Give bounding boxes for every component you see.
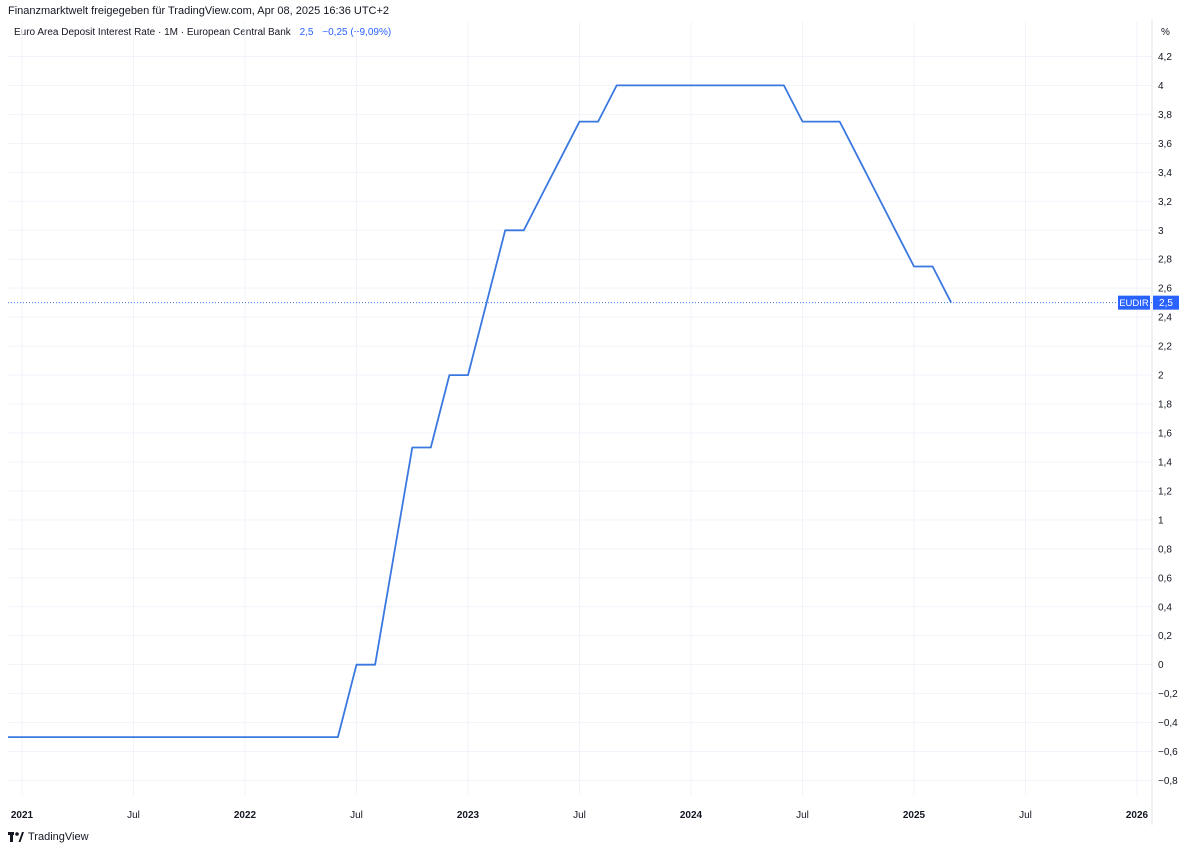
y-tick-label: 2,4 bbox=[1158, 313, 1172, 324]
x-tick-label: 2026 bbox=[1126, 810, 1149, 821]
badge-symbol: EUDIR bbox=[1119, 298, 1149, 309]
x-tick-label: 2025 bbox=[903, 810, 926, 821]
y-tick-label: 1 bbox=[1158, 515, 1164, 526]
x-tick-label: Jul bbox=[796, 810, 809, 821]
y-tick-label: 2,6 bbox=[1158, 284, 1172, 295]
x-tick-label: Jul bbox=[573, 810, 586, 821]
tradingview-logo-icon bbox=[8, 832, 24, 842]
y-tick-label: 1,6 bbox=[1158, 428, 1172, 439]
y-tick-label: 2,8 bbox=[1158, 255, 1172, 266]
y-tick-label: 0,8 bbox=[1158, 544, 1172, 555]
series-layer bbox=[8, 84, 1152, 738]
y-tick-label: 0 bbox=[1158, 660, 1164, 671]
y-tick-label: 3,2 bbox=[1158, 197, 1172, 208]
y-tick-label: 4,2 bbox=[1158, 52, 1172, 63]
y-tick-label: −0,6 bbox=[1158, 747, 1178, 758]
y-tick-label: 0,2 bbox=[1158, 631, 1172, 642]
y-tick-label: 3,4 bbox=[1158, 168, 1172, 179]
y-tick-label: 2 bbox=[1158, 371, 1164, 382]
badge-value: 2,5 bbox=[1159, 298, 1173, 309]
x-tick-label: Jul bbox=[1019, 810, 1032, 821]
last-value-badge-group: EUDIR 2,5 bbox=[1118, 295, 1179, 310]
y-tick-label: 0,4 bbox=[1158, 602, 1172, 613]
y-tick-label: 3,8 bbox=[1158, 110, 1172, 121]
y-tick-label: 3,6 bbox=[1158, 139, 1172, 150]
badge-value-bg bbox=[1153, 295, 1179, 310]
header-caption: Finanzmarktwelt freigegeben für TradingV… bbox=[8, 5, 390, 17]
footer-brand-label: TradingView bbox=[28, 831, 89, 843]
y-tick-label: 1,4 bbox=[1158, 457, 1172, 468]
grid-lines bbox=[8, 20, 1153, 825]
y-tick-label: −0,8 bbox=[1158, 776, 1178, 787]
y-tick-label: −0,4 bbox=[1158, 718, 1178, 729]
legend-title: Euro Area Deposit Interest Rate · 1M · E… bbox=[14, 27, 291, 38]
y-tick-label: 4 bbox=[1158, 81, 1164, 92]
x-tick-label: Jul bbox=[350, 810, 363, 821]
series-line[interactable] bbox=[8, 84, 953, 738]
y-tick-label: 1,8 bbox=[1158, 400, 1172, 411]
x-tick-label: 2022 bbox=[234, 810, 257, 821]
x-axis: 2021 Jul 2022 Jul 2023 Jul 2024 Jul 2025 Jul 2026 bbox=[11, 810, 1149, 821]
badge-symbol-bg bbox=[1118, 295, 1150, 310]
y-tick-label: 0,6 bbox=[1158, 573, 1172, 584]
y-tick-label: −0,2 bbox=[1158, 689, 1178, 700]
x-tick-label: 2021 bbox=[11, 810, 34, 821]
y-tick-label: 1,2 bbox=[1158, 486, 1172, 497]
footer-brand[interactable]: TradingView bbox=[8, 831, 89, 843]
legend-last-value: 2,5 bbox=[299, 27, 314, 38]
y-tick-label: 2,2 bbox=[1158, 342, 1172, 353]
axis-unit-label: % bbox=[1161, 27, 1170, 38]
y-axis: −0,8 −0,6 −0,4 −0,2 0 0,2 0,4 0,6 0,8 1 1,2 1,4 1,6 1… bbox=[1158, 52, 1178, 787]
y-tick-label: 3 bbox=[1158, 226, 1164, 237]
x-tick-label: Jul bbox=[127, 810, 140, 821]
x-tick-label: 2023 bbox=[457, 810, 480, 821]
x-tick-label: 2024 bbox=[680, 810, 703, 821]
